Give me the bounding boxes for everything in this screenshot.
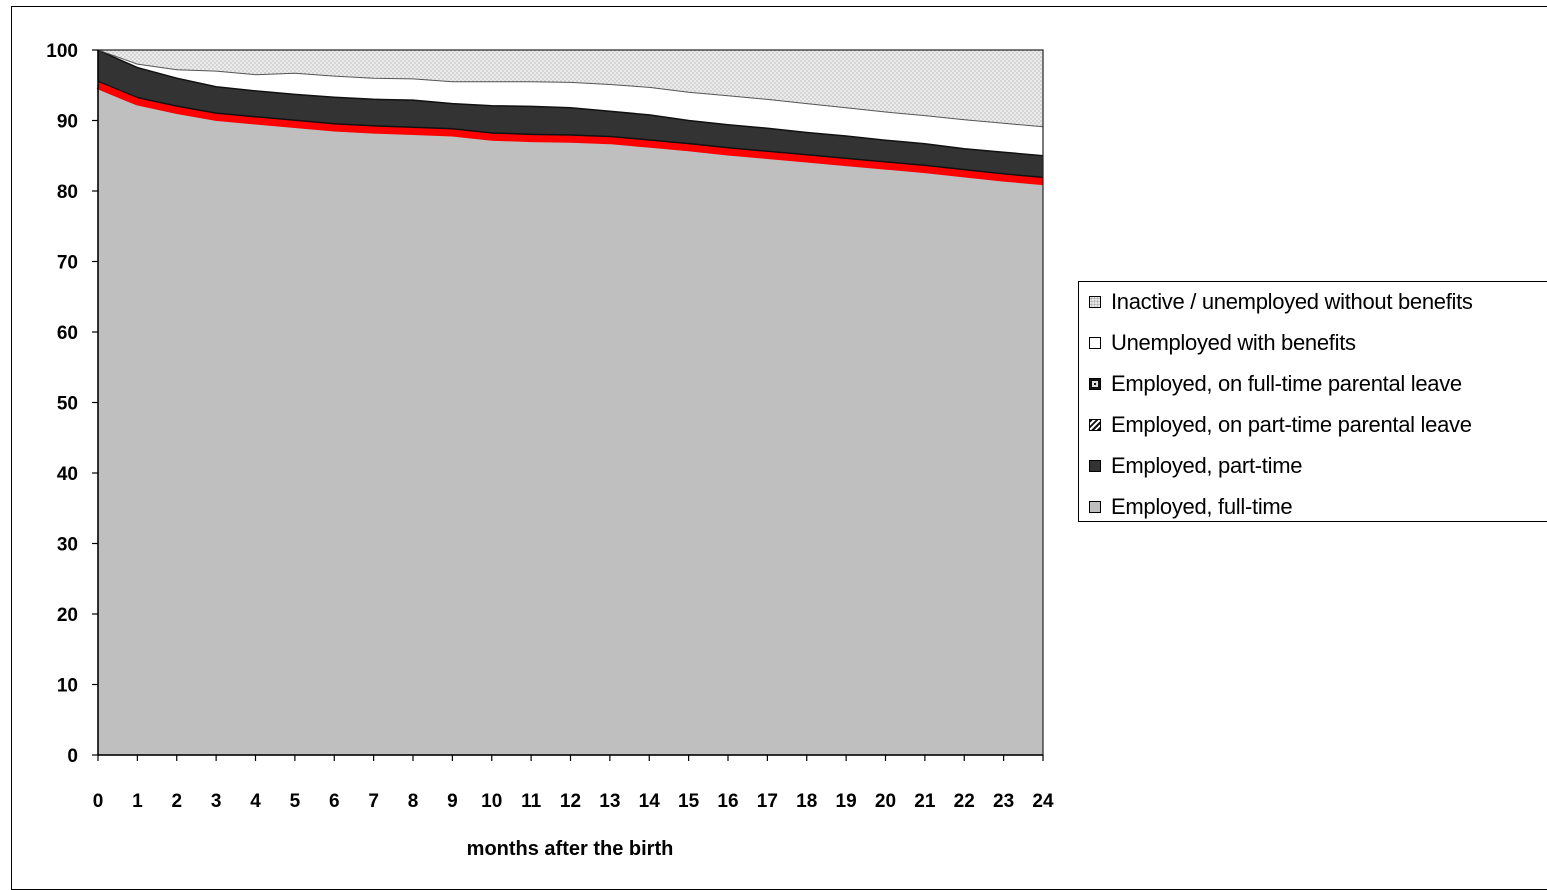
legend-label: Employed, full-time: [1111, 494, 1293, 519]
boundary-line-employed: [97, 49, 1044, 157]
legend-item-full-time: Employed, full-time: [1089, 492, 1293, 522]
x-tick-label: 17: [757, 791, 778, 812]
x-tick-label: 16: [717, 791, 738, 812]
full-time-swatch-icon: [1089, 501, 1101, 513]
legend-label: Employed, on full-time parental leave: [1111, 371, 1462, 396]
x-axis-title: months after the birth: [467, 838, 674, 860]
x-tick-label: 15: [678, 791, 700, 812]
x-tick-label: 11: [521, 791, 542, 812]
x-tick-label: 7: [368, 791, 379, 812]
x-tick-label: 18: [796, 791, 817, 812]
x-tick-label: 1: [132, 791, 143, 812]
x-tick-label: 22: [954, 791, 975, 812]
x-tick-label: 23: [993, 791, 1014, 812]
y-tick-label: 80: [57, 182, 78, 203]
legend-label: Employed, part-time: [1111, 453, 1303, 478]
y-tick-label: 100: [46, 41, 78, 62]
x-tick-label: 4: [250, 791, 261, 812]
x-tick-label: 5: [290, 791, 301, 812]
y-tick-label: 70: [57, 253, 78, 274]
y-tick-label: 90: [57, 112, 78, 133]
x-tick-label: 20: [875, 791, 896, 812]
y-tick-label: 10: [57, 676, 78, 697]
x-tick-label: 0: [93, 791, 104, 812]
part-time-swatch-icon: [1089, 460, 1101, 472]
x-tick-label: 9: [447, 791, 458, 812]
x-tick-label: 2: [171, 791, 182, 812]
legend: Inactive / unemployed without benefits U…: [1078, 281, 1547, 522]
legend-item-inactive: Inactive / unemployed without benefits: [1089, 287, 1473, 317]
legend-label: Employed, on part-time parental leave: [1111, 412, 1472, 437]
inactive-swatch-icon: [1089, 296, 1101, 308]
y-tick-label: 50: [57, 394, 78, 415]
x-tick-label: 24: [1032, 791, 1054, 812]
x-tick-label: 12: [560, 791, 581, 812]
legend-item-part-time: Employed, part-time: [1089, 451, 1302, 481]
y-tick-label: 0: [67, 746, 78, 767]
legend-label: Unemployed with benefits: [1111, 330, 1356, 355]
red-highlight-line: [96, 82, 1044, 186]
x-tick-label: 3: [211, 791, 222, 812]
x-tick-label: 19: [836, 791, 857, 812]
y-tick-label: 40: [57, 464, 78, 485]
full-leave-swatch-icon: [1089, 378, 1101, 390]
y-tick-label: 60: [57, 323, 78, 344]
unemployed-swatch-icon: [1089, 337, 1101, 349]
x-tick-label: 14: [639, 791, 661, 812]
legend-label: Inactive / unemployed without benefits: [1111, 289, 1473, 314]
x-tick-label: 6: [329, 791, 340, 812]
area-employed-part-time: [98, 50, 1043, 178]
x-tick-label: 13: [599, 791, 620, 812]
x-tick-label: 8: [408, 791, 419, 812]
x-tick-label: 10: [481, 791, 502, 812]
legend-item-part-leave: Employed, on part-time parental leave: [1089, 410, 1472, 440]
legend-item-unemployed: Unemployed with benefits: [1089, 328, 1356, 358]
x-tick-label: 21: [914, 791, 936, 812]
boundary-line-unemployed: [97, 49, 1044, 128]
legend-item-full-leave: Employed, on full-time parental leave: [1089, 369, 1462, 399]
y-tick-label: 30: [57, 535, 78, 556]
boundary-line-full-time: [97, 80, 1044, 179]
y-tick-label: 20: [57, 605, 78, 626]
part-leave-swatch-icon: [1089, 419, 1101, 431]
area-employed-full-time: [98, 81, 1043, 755]
area-inactive-unemployed-without-benefits: [98, 50, 1043, 127]
